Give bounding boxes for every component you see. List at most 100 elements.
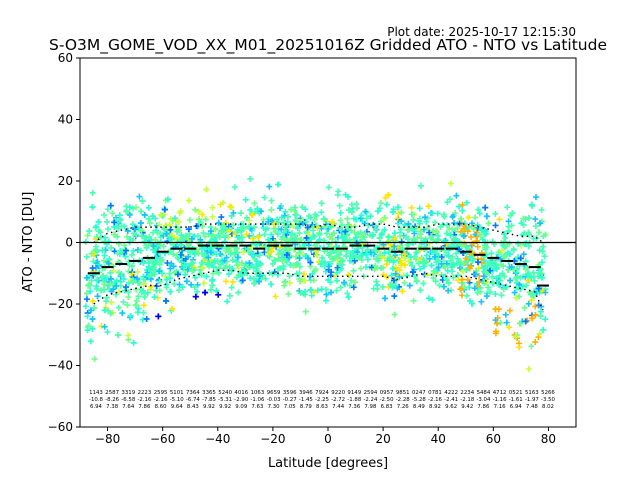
scatter-point (158, 258, 165, 265)
scatter-point (303, 228, 310, 235)
scatter-point (277, 205, 284, 212)
scatter-point (443, 260, 450, 267)
scatter-point (296, 230, 303, 237)
scatter-point (339, 234, 346, 241)
scatter-point (118, 272, 125, 279)
scatter-point (93, 223, 100, 230)
x-tick-label: 80 (541, 432, 556, 446)
scatter-point (343, 232, 350, 239)
y-tick-label: 40 (58, 113, 73, 127)
scatter-point (360, 273, 367, 280)
scatter-point (354, 205, 361, 212)
scatter-point (107, 280, 114, 287)
scatter-point (401, 251, 408, 258)
scatter-point (240, 249, 247, 256)
scatter-point (222, 232, 229, 239)
scatter-point (522, 266, 529, 273)
bin-mean-label: -1.97 (525, 397, 539, 403)
scatter-point (334, 249, 341, 256)
scatter-point (82, 238, 89, 245)
scatter-point (171, 269, 178, 276)
scatter-point (197, 236, 204, 243)
scatter-point (286, 279, 293, 286)
scatter-point (213, 250, 220, 257)
bin-std-label: 8.60 (155, 404, 168, 410)
scatter-point (157, 242, 164, 249)
scatter-point (247, 175, 254, 182)
scatter-point (156, 268, 163, 275)
scatter-point (141, 211, 148, 218)
scatter-point (192, 206, 199, 213)
scatter-point (483, 293, 490, 300)
scatter-point (359, 234, 366, 241)
scatter-point (104, 226, 111, 233)
scatter-point (335, 188, 342, 195)
scatter-point (433, 259, 440, 266)
scatter-point (167, 265, 174, 272)
scatter-point (279, 257, 286, 264)
bin-mean-label: -2.41 (444, 397, 458, 403)
scatter-point (333, 277, 340, 284)
scatter-point (268, 197, 275, 204)
scatter-point (280, 250, 287, 257)
scatter-point (532, 303, 539, 310)
scatter-point (248, 249, 255, 256)
scatter-point (176, 281, 183, 288)
scatter-point (116, 215, 123, 222)
scatter-point (513, 294, 520, 301)
bin-count-label: 5101 (170, 390, 184, 396)
bin-std-label: 8.79 (300, 404, 313, 410)
scatter-point (367, 249, 374, 256)
scatter-point (403, 233, 410, 240)
scatter-point (151, 294, 158, 301)
scatter-point (175, 219, 182, 226)
scatter-point (107, 202, 114, 209)
scatter-point (205, 245, 212, 252)
scatter-point (250, 252, 257, 259)
scatter-point (537, 220, 544, 227)
bin-count-label: 5266 (541, 390, 555, 396)
scatter-point (391, 293, 398, 300)
scatter-point (139, 233, 146, 240)
scatter-point (359, 252, 366, 259)
scatter-point (231, 184, 238, 191)
bin-count-label: 5240 (218, 390, 232, 396)
scatter-point (100, 273, 107, 280)
scatter-point (124, 302, 131, 309)
scatter-point (459, 201, 466, 208)
scatter-point (104, 218, 111, 225)
scatter-point (239, 277, 246, 284)
scatter-point (262, 226, 269, 233)
scatter-point (122, 208, 129, 215)
scatter-point (255, 278, 262, 285)
scatter-point (343, 253, 350, 260)
scatter-point (525, 300, 532, 307)
scatter-point (435, 252, 442, 259)
scatter-point (508, 264, 515, 271)
scatter-point (465, 214, 472, 221)
scatter-point (458, 242, 465, 249)
scatter-point (168, 305, 175, 312)
scatter-point (302, 308, 309, 315)
scatter-point (472, 214, 479, 221)
bin-mean-label: -5.28 (412, 397, 427, 403)
scatter-point (467, 263, 474, 270)
scatter-point (382, 194, 389, 201)
scatter-point (381, 226, 388, 233)
bin-std-label: 7.63 (251, 404, 263, 410)
scatter-point (225, 271, 232, 278)
scatter-point (461, 223, 468, 230)
scatter-point (185, 197, 192, 204)
scatter-point (374, 208, 381, 215)
scatter-point (512, 334, 519, 341)
scatter-point (139, 289, 146, 296)
scatter-point (446, 196, 453, 203)
scatter-point (497, 277, 504, 284)
scatter-point (101, 276, 108, 283)
scatter-point (373, 255, 380, 262)
scatter-point (528, 297, 535, 304)
bin-std-label: 7.36 (348, 404, 361, 410)
scatter-point (487, 267, 494, 274)
scatter-point (532, 216, 539, 223)
scatter-point (445, 287, 452, 294)
